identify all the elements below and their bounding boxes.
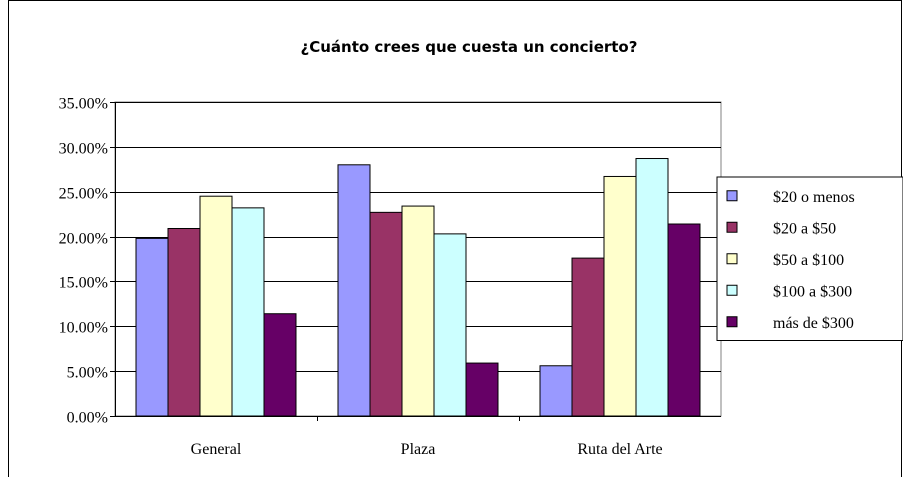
y-tick-label: 35.00% [59,96,108,113]
y-tick-label: 20.00% [59,231,108,248]
bar [231,207,265,417]
bar [635,158,669,417]
chart-title: ¿Cuánto crees que cuesta un concierto? [301,38,638,56]
bar [369,211,403,417]
category-label: General [191,441,242,458]
y-tick-label: 30.00% [59,141,108,158]
bar [571,257,605,417]
y-tick-label: 0.00% [67,410,108,427]
legend [716,176,903,341]
bar [465,362,499,417]
legend-swatch [726,284,738,296]
legend-swatch [726,316,738,328]
category-label: Ruta del Arte [577,441,662,458]
bar [135,237,169,417]
bar [199,195,233,417]
bar [263,313,297,417]
category-label: Plaza [401,441,436,458]
bar [401,205,435,417]
y-tick-label: 10.00% [59,320,108,337]
y-tick-label: 5.00% [67,365,108,382]
bar [167,227,201,417]
bar [433,233,467,417]
y-tick-label: 25.00% [59,186,108,203]
bar [603,175,637,417]
legend-swatch [726,221,738,233]
bar [667,223,701,417]
legend-label: $50 a $100 [773,252,844,269]
y-tick-label: 15.00% [59,275,108,292]
legend-label: $20 a $50 [773,220,836,237]
legend-label: más de $300 [773,315,854,332]
legend-label: $100 a $300 [773,283,852,300]
chart-area: ¿Cuánto crees que cuesta un concierto? 0… [8,0,903,477]
legend-swatch [726,190,738,202]
legend-label: $20 o menos [773,189,855,206]
bar-chart: ¿Cuánto crees que cuesta un concierto? 0… [59,38,903,458]
legend-swatch [726,253,738,265]
bar [539,365,573,417]
bar [337,164,371,417]
